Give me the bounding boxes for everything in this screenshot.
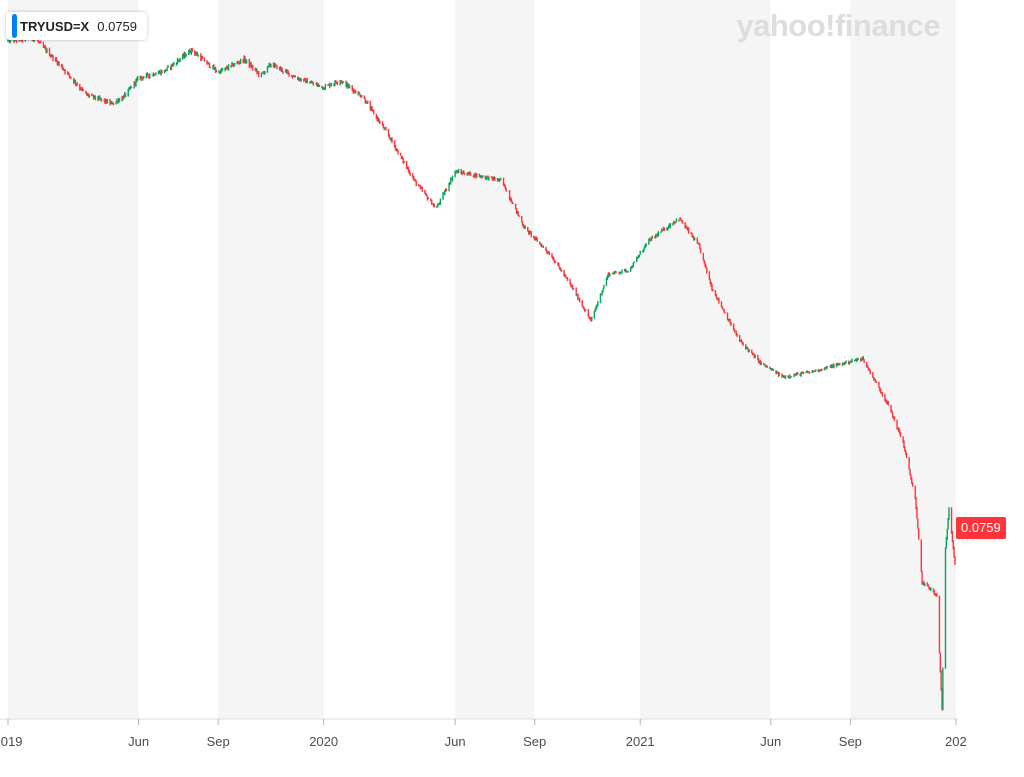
- x-tick-label: 202: [945, 734, 967, 749]
- x-tick-label: 2020: [309, 734, 338, 749]
- ticker-symbol: TRYUSD=X: [20, 18, 90, 34]
- x-tick-label: Sep: [207, 734, 230, 749]
- x-tick-label: 2021: [626, 734, 655, 749]
- time-band: [218, 0, 324, 719]
- time-band: [455, 0, 535, 719]
- last-price-tag: 0.0759: [956, 517, 1006, 539]
- time-band: [640, 0, 771, 719]
- x-tick-label: Jun: [128, 734, 149, 749]
- x-tick-label: Jun: [760, 734, 781, 749]
- x-axis-ticks: 2019 Jun Sep 2020 Jun Sep 2021 Jun Sep 202: [0, 719, 967, 749]
- alternating-bands: [8, 0, 956, 719]
- x-tick-label: Sep: [523, 734, 546, 749]
- x-tick-label: 2019: [0, 734, 22, 749]
- x-tick-label: Sep: [839, 734, 862, 749]
- ticker-label: TRYUSD=X 0.0759: [6, 12, 147, 40]
- time-band: [850, 0, 956, 719]
- price-candles: [7, 35, 956, 711]
- series-color-marker: [12, 14, 17, 38]
- ticker-last-price: 0.0759: [97, 18, 137, 34]
- x-tick-label: Jun: [445, 734, 466, 749]
- time-band: [8, 0, 139, 719]
- yahoo-finance-watermark: yahoo!finance: [736, 8, 940, 43]
